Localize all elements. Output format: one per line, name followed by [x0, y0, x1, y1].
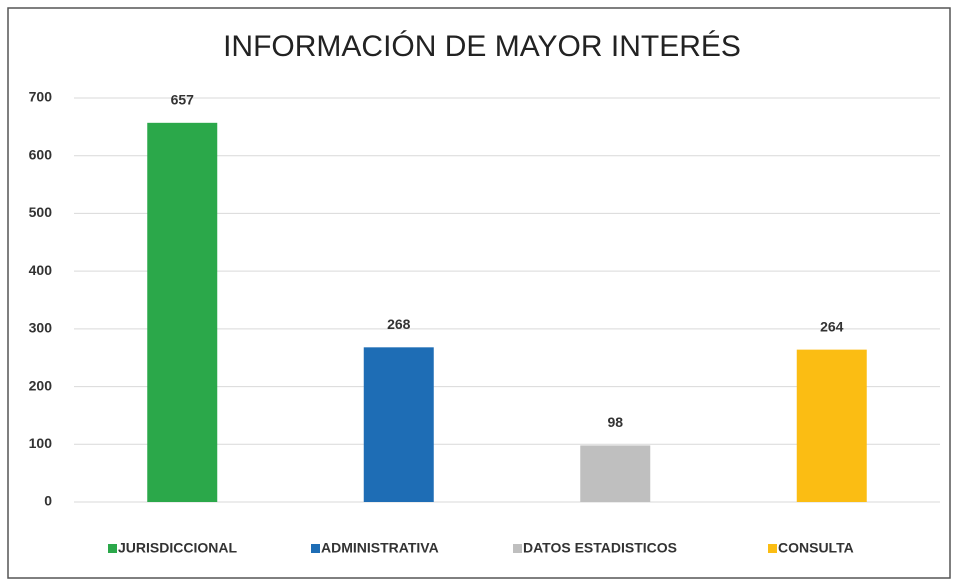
data-label: 657 [171, 92, 195, 108]
data-label: 264 [820, 318, 844, 334]
data-label: 268 [387, 316, 411, 332]
y-tick-label: 600 [29, 146, 53, 162]
chart-title: INFORMACIÓN DE MAYOR INTERÉS [223, 30, 741, 63]
legend-swatch [108, 544, 117, 553]
legend-label: CONSULTA [778, 540, 854, 556]
y-tick-label: 300 [29, 320, 53, 336]
y-tick-label: 500 [29, 204, 53, 220]
legend-label: ADMINISTRATIVA [321, 540, 439, 556]
legend-label: DATOS ESTADISTICOS [523, 540, 677, 556]
bar [363, 347, 434, 502]
legend-swatch [513, 544, 522, 553]
y-tick-label: 100 [29, 435, 53, 451]
bar [147, 122, 218, 503]
y-tick-label: 400 [29, 262, 53, 278]
legend-swatch [311, 544, 320, 553]
legend-label: JURISDICCIONAL [118, 540, 237, 556]
bar [796, 349, 867, 502]
legend-swatch [768, 544, 777, 553]
data-label: 98 [607, 414, 623, 430]
y-tick-label: 200 [29, 377, 53, 393]
y-tick-label: 0 [44, 493, 52, 509]
y-tick-label: 700 [29, 89, 53, 105]
bar [580, 445, 651, 502]
